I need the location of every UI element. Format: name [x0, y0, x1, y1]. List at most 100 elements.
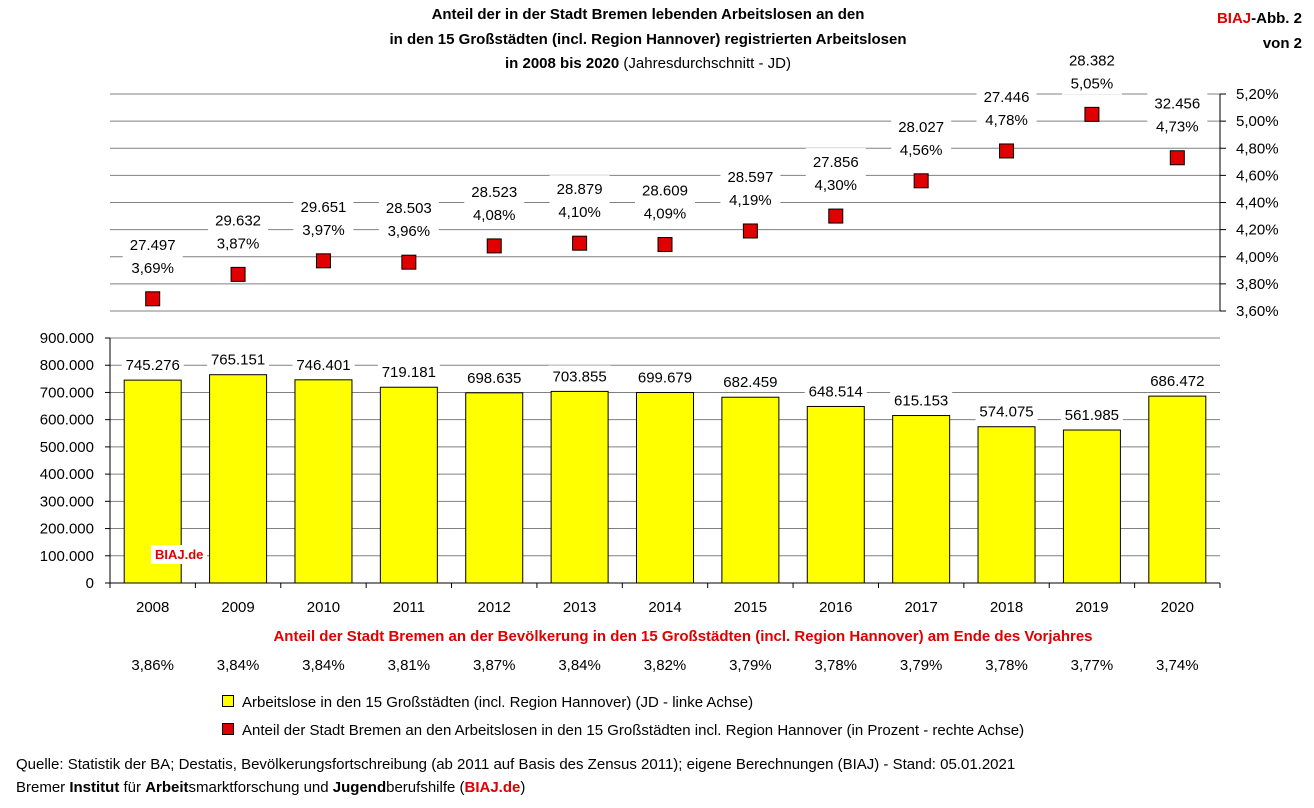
marker-percent-label: 4,30%	[814, 177, 857, 194]
population-share-value: 3,86%	[131, 657, 174, 674]
badge-of-total: von 2	[1262, 35, 1302, 52]
inst-part: für	[119, 779, 146, 796]
marker-count-label: 28.609	[642, 183, 688, 200]
marker-count-label: 27.497	[130, 237, 176, 254]
bar	[379, 386, 438, 584]
left-axis-tick-label: 800.000	[40, 357, 94, 374]
marker	[145, 291, 161, 307]
legend-item-markers: Anteil der Stadt Bremen an den Arbeitslo…	[222, 722, 1024, 739]
marker	[828, 208, 844, 224]
bar-label-background	[121, 354, 184, 375]
population-share-value: 3,78%	[985, 657, 1028, 674]
left-axis-tick-label: 400.000	[40, 466, 94, 483]
marker-percent-label: 4,08%	[473, 207, 516, 224]
marker-label-background	[976, 82, 1037, 131]
bar-label-background	[719, 371, 782, 392]
bar-value-label: 698.635	[467, 370, 521, 387]
bar-value-label: 765.151	[211, 352, 265, 369]
right-axis-tick-label: 5,20%	[1236, 86, 1279, 103]
right-axis-tick-label: 3,80%	[1236, 276, 1279, 293]
source-note: Quelle: Statistik der BA; Destatis, Bevö…	[16, 756, 1016, 773]
x-axis-tick-label: 2011	[393, 599, 425, 616]
marker	[486, 238, 502, 254]
badge-biaj: BIAJ	[1216, 10, 1252, 27]
marker-count-label: 28.879	[557, 181, 603, 198]
left-axis-tick-label: 300.000	[40, 493, 94, 510]
marker	[1084, 106, 1100, 122]
x-axis-tick-label: 2010	[307, 599, 340, 616]
bar-value-label: 682.459	[723, 374, 777, 391]
left-axis-tick-label: 0	[86, 575, 94, 592]
marker-percent-label: 3,96%	[388, 223, 431, 240]
bar-label-background	[463, 366, 526, 387]
population-share-value: 3,84%	[558, 657, 601, 674]
bar	[550, 390, 609, 584]
marker	[572, 235, 588, 251]
marker	[401, 254, 417, 270]
bar-label-background	[975, 400, 1038, 421]
watermark: BIAJ.de	[151, 545, 208, 564]
bar-label-background	[634, 366, 696, 387]
right-axis-tick-label: 4,40%	[1236, 195, 1279, 212]
marker-count-label: 28.503	[386, 200, 432, 217]
x-axis-tick-label: 2009	[221, 599, 254, 616]
marker-count-label: 28.523	[471, 184, 517, 201]
population-share-heading: Anteil der Stadt Bremen an der Bevölkeru…	[273, 628, 1093, 645]
x-axis-tick-label: 2012	[478, 599, 511, 616]
bar-value-label: 686.472	[1150, 373, 1204, 390]
marker-label-background	[549, 175, 610, 224]
marker-label-background	[891, 112, 952, 161]
right-axis-tick-label: 4,80%	[1236, 140, 1279, 157]
chart-title-line-2: in den 15 Großstädten (incl. Region Hann…	[389, 31, 907, 48]
left-axis-tick-label: 600.000	[40, 412, 94, 429]
marker	[913, 173, 929, 189]
bar-value-label: 648.514	[809, 383, 863, 400]
marker-percent-label: 5,05%	[1071, 75, 1114, 92]
bar	[892, 415, 951, 584]
bar-value-label: 615.153	[894, 393, 948, 410]
inst-part: )	[520, 779, 526, 796]
marker-percent-label: 4,19%	[729, 192, 772, 209]
population-share-value: 3,84%	[302, 657, 345, 674]
left-axis-tick-label: 100.000	[40, 548, 94, 565]
x-axis-tick-label: 2016	[819, 599, 852, 616]
marker-percent-label: 3,69%	[131, 260, 174, 277]
left-axis-tick-label: 500.000	[40, 439, 94, 456]
population-share-value: 3,84%	[216, 657, 260, 674]
inst-part: berufshilfe (	[386, 779, 465, 796]
right-axis-tick-label: 3,60%	[1236, 303, 1279, 320]
x-axis-tick-label: 2018	[990, 599, 1023, 616]
bar-value-label: 703.855	[552, 368, 606, 385]
legend-swatch-red	[222, 723, 234, 736]
marker-percent-label: 4,10%	[558, 204, 601, 221]
bar-value-label: 719.181	[382, 364, 436, 381]
left-axis-tick-label: 900.000	[40, 330, 94, 347]
bar	[977, 426, 1036, 584]
bar	[465, 392, 524, 584]
marker-percent-label: 3,97%	[302, 222, 345, 239]
marker	[742, 223, 758, 239]
chart-title-line-3: in 2008 bis 2020 (Jahresdurchschnitt - J…	[0, 55, 1296, 72]
chart-canvas: 3,60% 3,80% 4,00% 4,20% 4,40% 4,60% 4,80% 5,00%…	[39, 46, 1279, 616]
marker-label-background	[1061, 46, 1122, 95]
marker-label-background	[805, 148, 866, 197]
marker-count-label: 29.632	[215, 212, 261, 229]
marker-label-background	[122, 230, 183, 279]
marker-count-label: 28.027	[898, 119, 944, 136]
inst-part: Bremer	[16, 779, 70, 796]
x-axis-tick-label: 2020	[1161, 599, 1194, 616]
legend-label-bars: Arbeitslose in den 15 Großstädten (incl.…	[242, 694, 754, 711]
x-axis-tick-label: 2019	[1075, 599, 1108, 616]
inst-part: smarktforschung und	[188, 779, 333, 796]
x-axis-tick-label: 2014	[648, 599, 681, 616]
right-axis-tick-label: 4,60%	[1236, 167, 1279, 184]
bar	[636, 392, 694, 584]
inst-part: Institut	[69, 779, 120, 796]
marker-count-label: 32.456	[1154, 96, 1200, 113]
bar	[294, 379, 353, 584]
legend-label-markers: Anteil der Stadt Bremen an den Arbeitslo…	[242, 722, 1025, 739]
marker-count-label: 27.446	[984, 89, 1030, 106]
bar-value-label: 746.401	[296, 357, 350, 374]
marker-label-background	[378, 194, 439, 243]
bar	[1062, 429, 1121, 584]
